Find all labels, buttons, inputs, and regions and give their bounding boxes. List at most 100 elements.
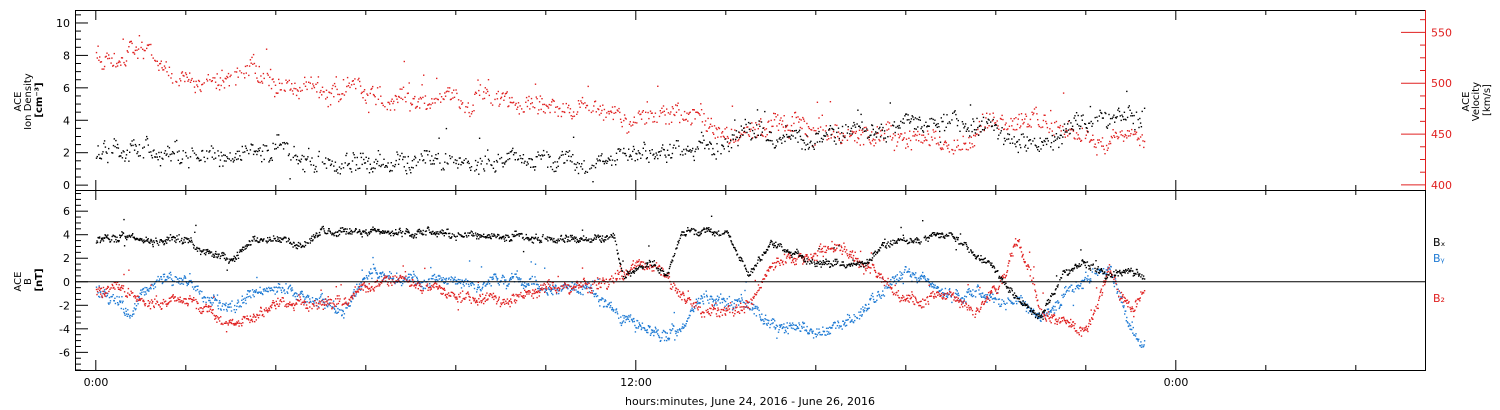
by-point: [319, 296, 322, 298]
bz-point: [345, 303, 348, 305]
velocity-point: [632, 121, 635, 123]
by-point: [517, 278, 519, 281]
velocity-point: [1020, 125, 1022, 127]
velocity-point: [1016, 128, 1018, 131]
density-point: [996, 127, 998, 129]
by-point: [782, 326, 785, 328]
by-point: [694, 307, 696, 310]
by-point: [722, 298, 724, 301]
density-point: [593, 165, 595, 167]
by-point: [599, 305, 601, 307]
by-point: [403, 279, 405, 281]
bz-point: [200, 307, 202, 309]
density-point: [600, 155, 602, 157]
density-point: [269, 159, 271, 162]
velocity-point: [595, 111, 597, 113]
density-point: [466, 161, 469, 164]
velocity-point: [965, 148, 968, 151]
density-point: [899, 127, 901, 129]
density-point: [815, 133, 817, 135]
density-point: [133, 139, 135, 141]
velocity-point: [778, 123, 780, 125]
velocity-point: [292, 93, 294, 95]
density-point: [709, 142, 712, 144]
density-point: [434, 157, 436, 159]
bz-point: [417, 282, 419, 284]
density-point: [740, 125, 742, 127]
by-point: [408, 276, 410, 278]
by-point: [829, 326, 831, 328]
velocity-point: [749, 130, 751, 132]
by-point: [809, 330, 811, 332]
by-point: [1113, 282, 1115, 284]
by-point: [655, 328, 657, 330]
by-point: [452, 279, 455, 281]
by-point: [772, 322, 774, 324]
velocity-point: [697, 112, 699, 114]
by-point: [900, 274, 902, 276]
density-point: [330, 163, 333, 165]
by-point: [977, 284, 979, 286]
velocity-point: [507, 105, 509, 108]
by-point: [720, 293, 722, 295]
by-point: [190, 279, 192, 282]
by-point: [1137, 340, 1139, 342]
velocity-point: [1127, 135, 1130, 137]
by-point: [413, 273, 415, 275]
density-point: [1086, 127, 1088, 129]
by-point: [1059, 304, 1062, 307]
velocity-point: [146, 44, 149, 46]
density-point: [103, 140, 106, 142]
velocity-point: [220, 84, 222, 87]
by-point: [790, 324, 792, 326]
bz-point: [438, 284, 441, 287]
by-point: [231, 300, 233, 302]
velocity-point: [899, 135, 901, 137]
by-point: [208, 297, 211, 299]
velocity-point: [178, 84, 180, 87]
density-point: [701, 142, 704, 144]
velocity-point: [128, 46, 130, 48]
density-point: [407, 155, 409, 158]
bz-point: [716, 309, 719, 312]
density-point: [947, 122, 949, 125]
bz-point: [522, 295, 525, 297]
by-point: [866, 308, 869, 311]
velocity-point: [670, 121, 673, 123]
by-point: [217, 308, 220, 310]
by-point: [866, 308, 868, 310]
bz-point: [430, 286, 432, 289]
by-point: [245, 302, 247, 305]
density-point: [241, 145, 243, 148]
bz-point: [592, 283, 594, 285]
by-point: [712, 301, 714, 303]
velocity-point: [236, 67, 239, 69]
by-point: [515, 276, 518, 278]
velocity-point: [244, 65, 247, 68]
density-point: [637, 150, 640, 152]
velocity-point: [999, 117, 1002, 120]
velocity-point: [689, 111, 691, 113]
density-point: [224, 154, 226, 157]
by-point: [654, 326, 657, 328]
by-point: [238, 306, 240, 308]
bz-point: [460, 301, 462, 303]
velocity-point: [118, 60, 120, 62]
bz-point: [211, 309, 213, 311]
density-point: [499, 158, 501, 160]
by-point: [758, 314, 761, 316]
density-point: [657, 151, 660, 153]
velocity-point: [278, 78, 280, 81]
by-point: [102, 293, 104, 295]
by-point: [338, 309, 341, 311]
density-point: [233, 159, 235, 162]
by-point: [1061, 294, 1063, 296]
velocity-point: [129, 40, 132, 43]
bz-point: [438, 286, 440, 288]
bz-point: [650, 266, 653, 269]
velocity-point: [452, 97, 454, 99]
velocity-point: [217, 84, 219, 87]
velocity-point: [457, 99, 460, 101]
by-point: [1140, 346, 1143, 348]
velocity-point: [371, 87, 373, 90]
